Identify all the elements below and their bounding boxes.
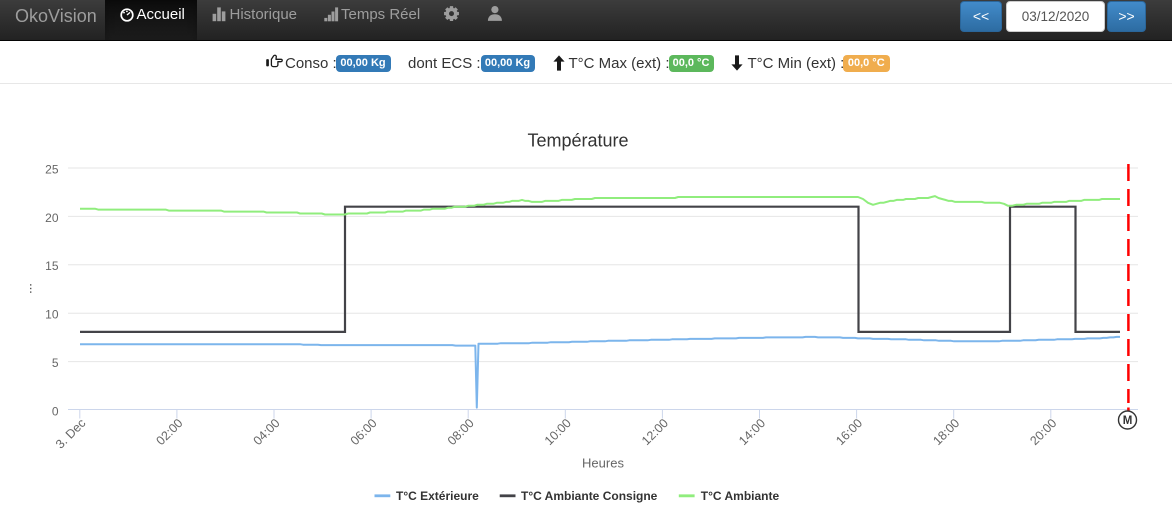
svg-text:T°C Extérieure: T°C Extérieure <box>396 489 479 503</box>
svg-text:0: 0 <box>52 404 59 418</box>
svg-text:M: M <box>1123 415 1133 427</box>
svg-text:04:00: 04:00 <box>251 416 283 448</box>
svg-text:20:00: 20:00 <box>1027 416 1059 448</box>
svg-text:08:00: 08:00 <box>445 416 477 448</box>
svg-text:06:00: 06:00 <box>348 416 380 448</box>
svg-text:Heures: Heures <box>582 456 624 471</box>
svg-text:12:00: 12:00 <box>639 416 671 448</box>
svg-text:3. Dec: 3. Dec <box>53 416 88 451</box>
svg-text:Température: Température <box>527 131 628 151</box>
svg-text:10: 10 <box>45 308 59 322</box>
svg-text:15: 15 <box>45 259 59 273</box>
svg-text:T°C Ambiante Consigne: T°C Ambiante Consigne <box>521 489 658 503</box>
svg-text:5: 5 <box>52 356 59 370</box>
svg-text:20: 20 <box>45 211 59 225</box>
svg-text:02:00: 02:00 <box>154 416 186 448</box>
svg-text:T°C Ambiante: T°C Ambiante <box>701 489 780 503</box>
svg-text:16:00: 16:00 <box>833 416 865 448</box>
svg-text:14:00: 14:00 <box>736 416 768 448</box>
svg-text:25: 25 <box>45 162 59 176</box>
svg-text:10:00: 10:00 <box>542 416 574 448</box>
svg-text:18:00: 18:00 <box>930 416 962 448</box>
